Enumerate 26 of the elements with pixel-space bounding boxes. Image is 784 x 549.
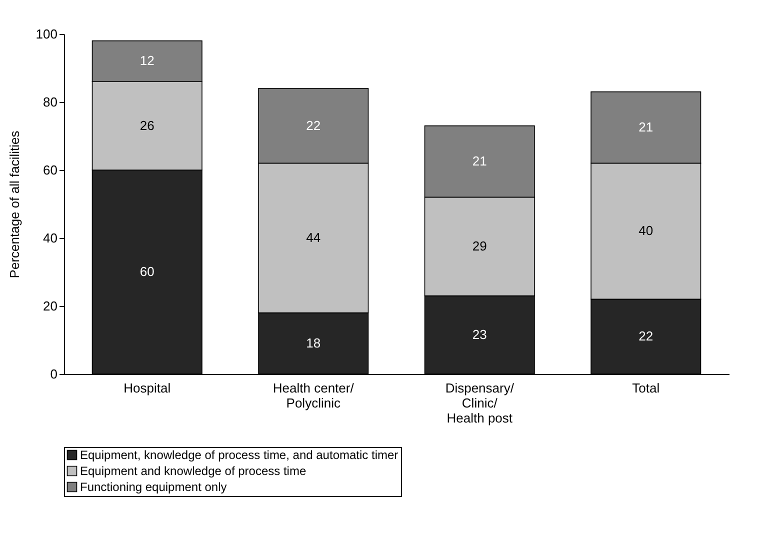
y-tick-label: 80 <box>43 94 58 110</box>
y-tick-label: 40 <box>43 230 58 246</box>
data-label: 44 <box>306 230 321 245</box>
data-label: 60 <box>140 264 154 279</box>
data-label: 12 <box>140 53 154 68</box>
y-tick-label: 20 <box>43 298 58 314</box>
data-label: 21 <box>638 120 654 134</box>
legend-label: Functioning equipment only <box>80 480 227 494</box>
data-label: 23 <box>472 326 487 342</box>
data-label: 22 <box>306 118 321 133</box>
x-tick-label: Total <box>632 380 660 396</box>
x-tick-label: Dispensary/ Clinic/ Health post <box>445 380 514 426</box>
legend-label: Equipment, knowledge of process time, and automatic timer <box>80 448 398 462</box>
data-label: 21 <box>472 154 487 168</box>
data-label: 26 <box>140 118 154 133</box>
y-axis-title: Percentage of all facilities <box>6 130 22 278</box>
data-label: 29 <box>472 238 487 254</box>
y-tick-label: 60 <box>43 162 58 178</box>
data-label: 22 <box>638 328 654 344</box>
data-label: 18 <box>306 335 321 350</box>
y-tick-label: 0 <box>50 366 58 382</box>
x-tick-label: Hospital <box>124 380 171 396</box>
y-tick-label: 100 <box>36 26 58 42</box>
data-label: 40 <box>638 223 654 238</box>
x-tick-label: Health center/ Polyclinic <box>272 380 354 410</box>
legend-label: Equipment and knowledge of process time <box>80 464 306 478</box>
